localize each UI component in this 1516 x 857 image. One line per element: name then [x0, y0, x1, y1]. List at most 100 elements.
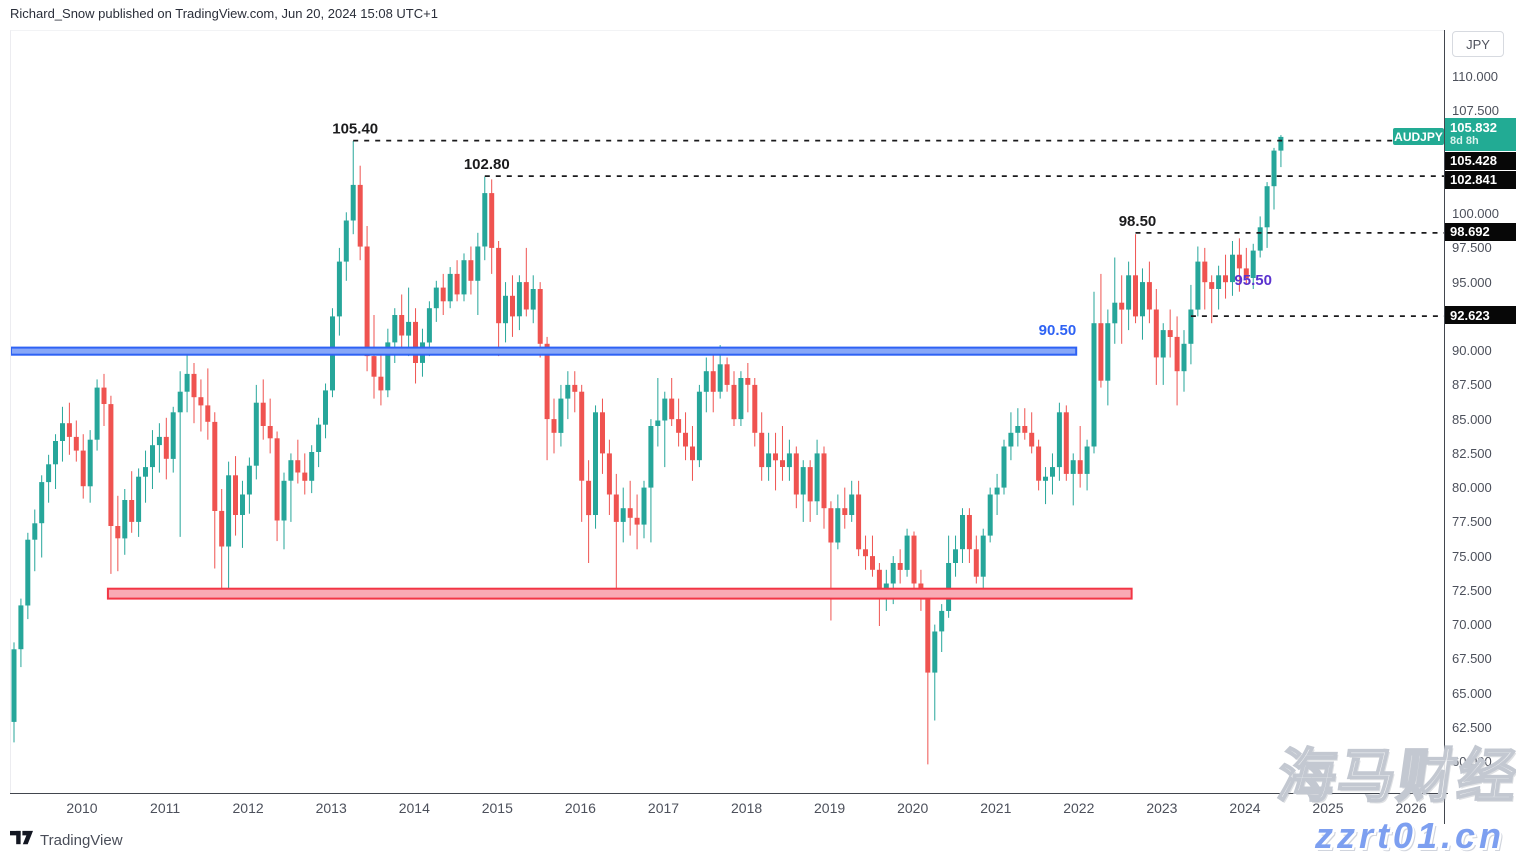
candle-body: [876, 569, 882, 598]
candle-body: [634, 517, 640, 525]
year-label-2015: 2015: [481, 800, 513, 816]
candle-body: [516, 282, 522, 317]
year-label-2021: 2021: [980, 800, 1012, 816]
price-tick-77.500: 77.500: [1452, 514, 1492, 530]
candle-body: [129, 500, 135, 522]
candle-body: [11, 649, 17, 722]
candle-body: [475, 246, 481, 281]
year-label-2023: 2023: [1146, 800, 1178, 816]
candle-body: [1098, 323, 1104, 381]
chart-pane[interactable]: 105.40 102.80 98.50 95.50 90.50: [10, 30, 1445, 794]
candle-body: [1140, 282, 1145, 317]
price-tick-100.000: 100.000: [1452, 206, 1499, 221]
candle-body: [1167, 330, 1173, 337]
candle-body: [385, 342, 391, 391]
year-label-2018: 2018: [731, 800, 763, 816]
candle-body: [717, 364, 723, 392]
candle-body: [1223, 275, 1228, 283]
candle-body: [953, 549, 958, 563]
annotation-label-105.40[interactable]: 105.40: [332, 121, 378, 138]
symbol-badge[interactable]: AUDJPY: [1393, 128, 1444, 145]
time-axis[interactable]: 2010 2011 2012 2013 2014 2015 2016 2017 2018 2019…: [0, 796, 1516, 824]
price-tick-97.500: 97.500: [1452, 240, 1492, 256]
candle-body: [863, 549, 868, 557]
price-tick-95.000: 95.000: [1452, 274, 1492, 290]
candle-body: [579, 391, 585, 481]
annotation-label-90.50[interactable]: 90.50: [1039, 322, 1077, 339]
candle-body: [966, 515, 972, 550]
support-zone-72-50[interactable]: [106, 587, 1133, 600]
annotation-label-95.50[interactable]: 95.50: [1234, 272, 1272, 289]
year-label-2016: 2016: [564, 800, 596, 816]
year-label-2022: 2022: [1063, 800, 1095, 816]
candle-body: [1195, 261, 1201, 310]
candle-body: [73, 436, 79, 451]
bar-countdown: 8d 8h: [1450, 135, 1479, 148]
candle-body: [558, 398, 564, 433]
candle-body: [219, 510, 225, 547]
candle-body: [745, 378, 751, 385]
candle-body: [489, 193, 495, 248]
candle-body: [1264, 186, 1270, 228]
candle-body: [18, 605, 24, 650]
annotation-label-98.50[interactable]: 98.50: [1119, 213, 1157, 230]
price-tick-85.000: 85.000: [1452, 411, 1492, 427]
candle-body: [586, 480, 592, 516]
candle-body: [468, 260, 474, 281]
candle-body: [392, 315, 398, 343]
price-scale[interactable]: 110.000 107.500 100.000 97.500 95.000 90.000 8…: [1445, 30, 1516, 793]
candle-body: [1236, 254, 1242, 269]
candle-body: [1050, 467, 1055, 477]
current-price-tag: 105.832 8d 8h: [1445, 117, 1516, 151]
candle-body: [973, 549, 979, 577]
resistance-zone-90-50[interactable]: [11, 346, 1078, 356]
candle-body: [191, 373, 197, 398]
watermark-cn-text: 海马财经: [1272, 743, 1516, 810]
candle-body: [814, 453, 820, 502]
candle-body: [177, 391, 183, 413]
candle-body: [911, 535, 917, 584]
candle-body: [302, 472, 308, 481]
tradingview-attribution[interactable]: TradingView: [10, 830, 123, 851]
candle-body: [1160, 330, 1166, 358]
candle-body: [710, 371, 716, 392]
candle-body: [523, 282, 529, 310]
candle-body: [1015, 426, 1021, 433]
candle-body: [246, 465, 252, 495]
candle-body: [1070, 460, 1076, 474]
candle-body: [60, 423, 65, 441]
candle-body: [1202, 261, 1208, 283]
candle-body: [932, 631, 938, 673]
year-label-2020: 2020: [897, 800, 929, 816]
candle-body: [773, 453, 778, 461]
candle-body: [1119, 302, 1125, 310]
price-tick-62.500: 62.500: [1452, 719, 1492, 735]
candle-body: [572, 384, 578, 392]
candle-body: [1112, 302, 1118, 324]
candle-body: [690, 446, 695, 461]
candle-body: [115, 526, 121, 539]
candle-body: [503, 295, 508, 324]
candle-body: [371, 356, 377, 377]
candle-body: [399, 315, 405, 336]
candle-body: [530, 289, 536, 310]
tradingview-logo-icon: [10, 830, 33, 851]
candle-body: [46, 464, 52, 483]
candle-body: [904, 535, 910, 570]
candle-body: [240, 494, 245, 515]
year-label-2013: 2013: [315, 800, 347, 816]
annotation-label-102.80[interactable]: 102.80: [464, 156, 510, 173]
price-tick-107.500: 107.500: [1452, 103, 1499, 119]
candle-body: [1209, 282, 1215, 289]
candle-body: [336, 261, 342, 317]
candle-body: [870, 556, 875, 570]
currency-button[interactable]: JPY: [1452, 31, 1504, 57]
candle-body: [897, 563, 903, 570]
candle-body: [1001, 446, 1007, 488]
candle-body: [807, 467, 813, 502]
candle-body: [53, 441, 58, 465]
candle-body: [960, 515, 965, 550]
candle-body: [759, 432, 765, 468]
candle-body: [655, 420, 661, 426]
price-chart-canvas[interactable]: 105.40 102.80 98.50 95.50 90.50: [11, 31, 1445, 794]
